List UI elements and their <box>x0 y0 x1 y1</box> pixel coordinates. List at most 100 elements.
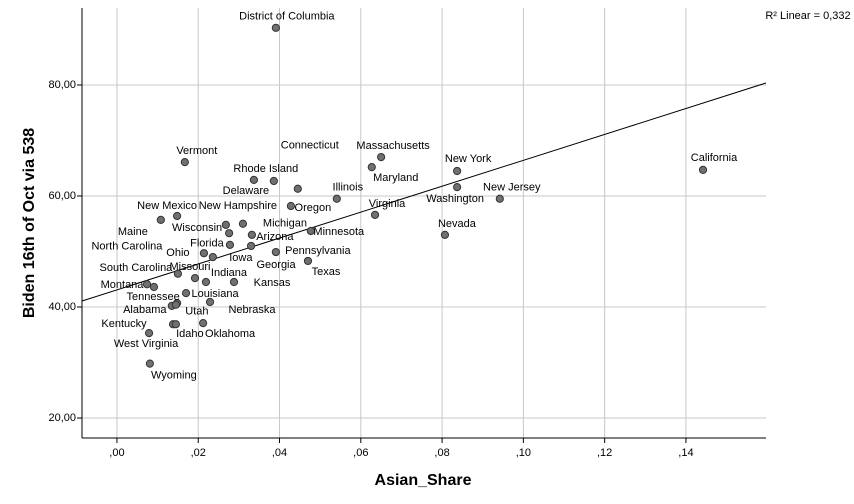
point-label: South Carolina <box>100 262 174 274</box>
point-label: Connecticut <box>281 140 339 152</box>
point <box>229 277 239 287</box>
x-tick-label: ,06 <box>353 447 368 459</box>
point <box>332 194 341 203</box>
point-label: Wyoming <box>151 370 197 382</box>
point <box>453 183 462 192</box>
point-label: Indiana <box>211 267 248 279</box>
point <box>249 175 259 185</box>
point-label: Maine <box>118 226 148 238</box>
point-label: Georgia <box>256 259 296 271</box>
point-label: New Jersey <box>483 182 541 194</box>
point-label: Missouri <box>170 261 211 273</box>
point-label: North Carolina <box>91 241 163 253</box>
point-label: New Mexico <box>137 200 197 212</box>
point-label: Delaware <box>223 185 269 197</box>
x-tick-label: ,08 <box>434 447 449 459</box>
point <box>377 153 386 162</box>
point <box>225 229 234 238</box>
point-label: Maryland <box>373 172 418 184</box>
y-axis-label: Biden 16th of Oct via 538 <box>21 128 38 318</box>
x-tick-label: ,12 <box>597 447 612 459</box>
point <box>142 280 152 289</box>
point-label: New York <box>445 153 492 165</box>
point-label: District of Columbia <box>239 11 335 23</box>
point-label: Illinois <box>333 182 364 194</box>
point <box>293 184 302 193</box>
x-tick-label: ,00 <box>109 447 124 459</box>
point <box>303 256 313 266</box>
point-label: Virginia <box>369 198 406 210</box>
point-label: Minnesota <box>313 226 365 238</box>
point-label: Oklahoma <box>205 328 256 340</box>
x-tick-label: ,04 <box>272 447 287 459</box>
x-tick-label: ,02 <box>191 447 206 459</box>
point-label: Ohio <box>166 247 189 259</box>
y-tick-label: 80,00 <box>48 79 76 91</box>
x-tick-label: ,10 <box>516 447 531 459</box>
point <box>190 274 200 283</box>
point-label: Texas <box>312 266 341 278</box>
point <box>173 269 183 278</box>
point-label: Kentucky <box>101 318 147 330</box>
point <box>145 359 154 368</box>
point <box>221 220 230 229</box>
point-label: Nebraska <box>228 304 276 316</box>
point-label: Nevada <box>438 218 477 230</box>
point <box>171 300 180 309</box>
point <box>247 230 256 239</box>
point <box>495 194 504 203</box>
point <box>225 240 235 249</box>
point <box>271 247 280 257</box>
point <box>453 166 462 176</box>
point-label: New Hampshire <box>199 200 277 212</box>
point <box>208 252 217 262</box>
point-label: Pennsylvania <box>285 245 351 257</box>
point-label: Idaho <box>176 328 204 340</box>
point-label: Louisiana <box>191 288 239 300</box>
point <box>144 328 154 338</box>
point <box>149 282 159 292</box>
point-label: Alabama <box>123 304 167 316</box>
point <box>698 165 708 175</box>
y-tick-label: 60,00 <box>48 190 76 202</box>
point-label: Rhode Island <box>233 163 298 175</box>
point <box>440 230 450 239</box>
point <box>171 320 180 329</box>
x-tick-label: ,14 <box>678 447 693 459</box>
fit-line <box>81 82 767 302</box>
point <box>286 201 295 211</box>
point <box>238 219 248 228</box>
point-label: Massachusetts <box>356 140 430 152</box>
x-axis-label: Asian_Share <box>375 472 472 489</box>
point-label: Iowa <box>229 252 253 264</box>
y-tick-label: 20,00 <box>48 412 76 424</box>
point <box>201 277 211 287</box>
point-label: Utah <box>185 306 208 318</box>
point-label: Michigan <box>263 218 307 230</box>
point-label: Arizona <box>256 231 294 243</box>
point-label: Wisconsin <box>172 222 222 234</box>
point <box>180 158 189 167</box>
r2-annotation: R² Linear = 0,332 <box>765 10 850 22</box>
point <box>370 210 380 219</box>
point-label: Kansas <box>254 277 291 289</box>
point <box>205 297 215 307</box>
point-label: Oregon <box>295 202 332 214</box>
point <box>199 249 209 258</box>
point <box>181 289 191 298</box>
point <box>173 211 182 221</box>
y-tick-label: 40,00 <box>48 301 76 313</box>
point-label: West Virginia <box>114 338 179 350</box>
point-label: Washington <box>426 193 484 205</box>
point-label: California <box>691 152 738 164</box>
point <box>156 215 165 224</box>
point <box>269 176 278 186</box>
point <box>367 163 376 172</box>
point <box>246 241 256 251</box>
point-label: Tennessee <box>126 291 179 303</box>
point-label: Montana <box>101 279 145 291</box>
point <box>199 319 208 328</box>
point <box>271 23 280 32</box>
